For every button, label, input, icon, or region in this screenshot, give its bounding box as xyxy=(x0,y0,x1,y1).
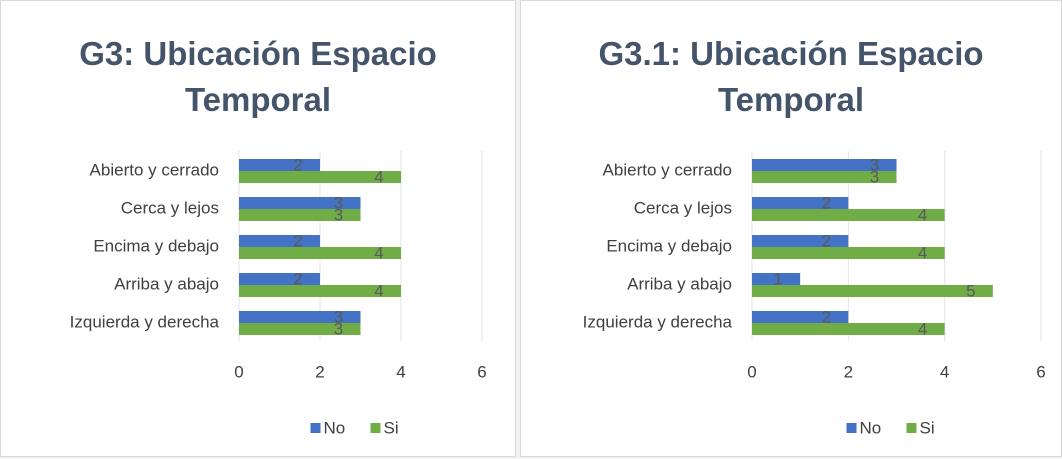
y-tick-label: Abierto y cerrado xyxy=(603,160,732,179)
data-label: 5 xyxy=(966,281,975,300)
bar xyxy=(752,171,897,183)
bar xyxy=(239,285,401,297)
data-label: 2 xyxy=(822,307,831,326)
chart-title: G3.1: Ubicación Espacio Temporal xyxy=(598,35,984,118)
y-tick-label: Abierto y cerrado xyxy=(90,160,219,179)
bar xyxy=(752,209,945,221)
x-tick-label: 6 xyxy=(1036,362,1045,381)
chart-panel: G3.1: Ubicación Espacio Temporal 0 2 4 6 Abi… xyxy=(520,0,1062,457)
bar xyxy=(239,209,361,221)
y-tick-label: Arriba y abajo xyxy=(627,274,732,293)
data-label: 4 xyxy=(918,205,927,224)
y-tick-label: Izquierda y derecha xyxy=(583,312,733,331)
data-label: 4 xyxy=(918,243,927,262)
bar xyxy=(239,171,401,183)
x-tick-label: 4 xyxy=(940,362,949,381)
legend-label: Si xyxy=(384,418,399,437)
legend-label: No xyxy=(324,418,346,437)
data-label: 4 xyxy=(918,319,927,338)
chart: 0 2 4 6 Abierto y cerrado 33 Cerca y lejos 2 4 En… xyxy=(583,151,1046,437)
bar xyxy=(239,235,320,247)
x-tick-label: 4 xyxy=(396,362,405,381)
data-label: 3 xyxy=(334,319,343,338)
bar xyxy=(239,159,320,171)
legend-label: No xyxy=(860,418,882,437)
bar xyxy=(239,311,361,323)
x-tick-label: 2 xyxy=(844,362,853,381)
bar xyxy=(752,285,993,297)
bar xyxy=(239,323,361,335)
chart-panel: G3: Ubicación Espacio Temporal 0 2 4 6 Abier… xyxy=(0,0,516,457)
bar xyxy=(752,323,945,335)
y-tick-label: Cerca y lejos xyxy=(634,198,732,217)
data-label: 2 xyxy=(822,193,831,212)
y-tick-label: Encima y debajo xyxy=(606,236,732,255)
y-tick-label: Encima y debajo xyxy=(93,236,219,255)
x-tick-label: 2 xyxy=(315,362,324,381)
data-label: 2 xyxy=(293,269,302,288)
bar xyxy=(239,197,361,209)
data-label: 3 xyxy=(870,155,879,174)
legend-swatch xyxy=(906,423,917,433)
bar xyxy=(239,273,320,285)
y-tick-label: Arriba y abajo xyxy=(114,274,219,293)
data-label: 3 xyxy=(334,205,343,224)
x-tick-label: 0 xyxy=(234,362,243,381)
data-label: 3 xyxy=(870,167,879,186)
legend-label: Si xyxy=(920,418,935,437)
data-label: 4 xyxy=(374,243,383,262)
data-label: 4 xyxy=(374,281,383,300)
legend-swatch xyxy=(370,423,381,433)
legend-swatch xyxy=(310,423,321,433)
data-label: 2 xyxy=(293,231,302,250)
x-tick-label: 6 xyxy=(477,362,486,381)
bar xyxy=(752,273,801,285)
data-label: 2 xyxy=(293,155,302,174)
chart-title: G3: Ubicación Espacio Temporal xyxy=(79,35,437,118)
bar xyxy=(239,247,401,259)
legend-swatch xyxy=(846,423,857,433)
y-tick-label: Izquierda y derecha xyxy=(70,312,220,331)
data-label: 3 xyxy=(334,193,343,212)
data-label: 4 xyxy=(374,167,383,186)
bar xyxy=(752,197,849,209)
data-label: 2 xyxy=(822,231,831,250)
data-label: 3 xyxy=(334,307,343,326)
x-tick-label: 0 xyxy=(747,362,756,381)
bar xyxy=(752,235,849,247)
bar xyxy=(752,311,849,323)
bar xyxy=(752,247,945,259)
data-label: 1 xyxy=(773,269,782,288)
y-tick-label: Cerca y lejos xyxy=(121,198,219,217)
bar xyxy=(752,159,897,171)
